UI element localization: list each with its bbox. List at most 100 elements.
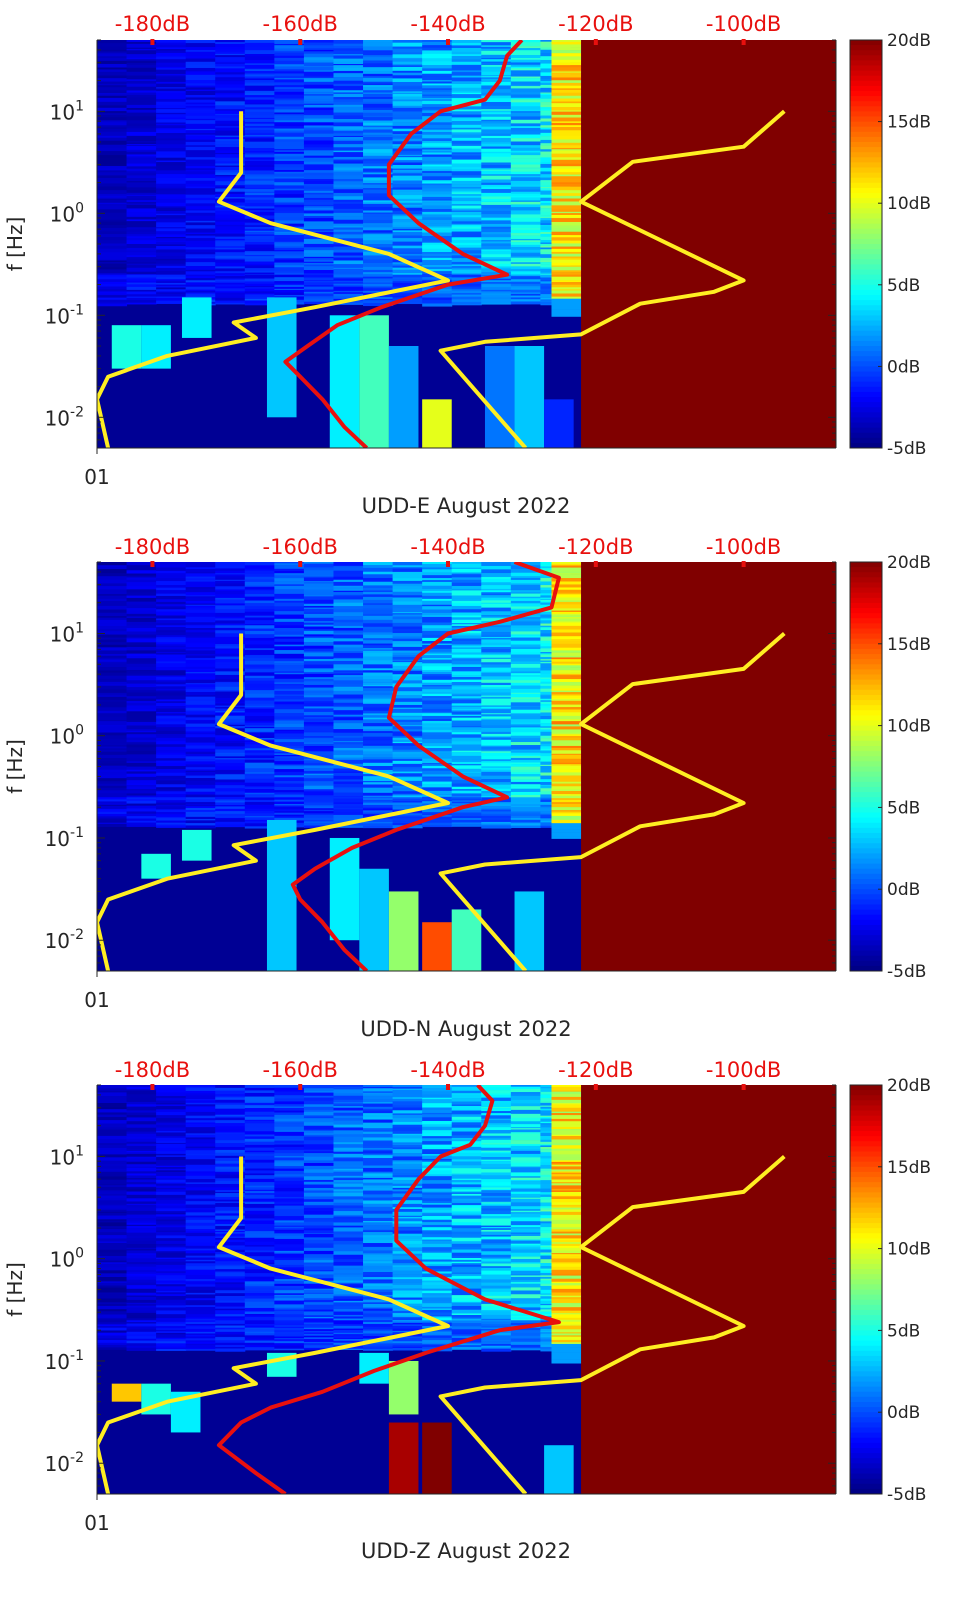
heatmap-cell <box>274 178 305 183</box>
heatmap-cell <box>551 745 582 749</box>
heatmap-cell <box>274 260 305 262</box>
heatmap-cell <box>392 284 423 288</box>
heatmap-cell <box>215 1114 246 1117</box>
heatmap-cell <box>392 657 423 661</box>
heatmap-cell <box>510 279 541 283</box>
heatmap-cell <box>274 262 305 266</box>
heatmap-cell <box>97 1294 128 1299</box>
heatmap-cell <box>451 293 482 295</box>
heatmap-cell <box>274 568 305 572</box>
heatmap-cell <box>215 1242 246 1246</box>
heatmap-cell <box>97 122 128 126</box>
heatmap-cell <box>126 563 157 566</box>
heatmap-cell <box>215 60 246 63</box>
heatmap-cell <box>303 789 334 792</box>
heatmap-cell <box>303 280 334 283</box>
heatmap-cell <box>481 662 512 665</box>
heatmap-cell <box>451 129 482 133</box>
heatmap-cell <box>244 703 275 707</box>
heatmap-cell <box>481 719 512 724</box>
heatmap-cell <box>185 1242 216 1247</box>
heatmap-cell <box>126 221 157 224</box>
heatmap-cell <box>156 579 187 582</box>
heatmap-cell <box>185 85 216 87</box>
heatmap-cell <box>215 1278 246 1281</box>
heatmap-cell <box>422 166 453 170</box>
heatmap-cell <box>303 189 334 192</box>
heatmap-cell <box>97 730 128 733</box>
heatmap-cell <box>215 636 246 641</box>
heatmap-cell <box>244 1209 275 1211</box>
heatmap-cell <box>422 164 453 167</box>
heatmap-cell <box>274 751 305 754</box>
heatmap-cell <box>156 1199 187 1204</box>
heatmap-cell <box>274 1238 305 1242</box>
heatmap-cell <box>363 177 394 181</box>
heatmap-cell <box>274 1298 305 1301</box>
heatmap-cell <box>244 258 275 262</box>
heatmap-cell <box>244 164 275 168</box>
heatmap-cell <box>274 706 305 710</box>
heatmap-cell <box>185 169 216 172</box>
heatmap-cell <box>215 712 246 716</box>
heatmap-cell <box>156 607 187 610</box>
heatmap-cell <box>392 72 423 76</box>
heatmap-cell <box>215 754 246 757</box>
heatmap-cell <box>333 616 364 621</box>
heatmap-cell <box>481 782 512 785</box>
heatmap-cell <box>392 756 423 760</box>
heatmap-cell <box>551 597 582 601</box>
heatmap-cell <box>363 71 394 75</box>
heatmap-cell <box>156 684 187 687</box>
heatmap-cell <box>363 723 394 727</box>
heatmap-cell <box>185 726 216 729</box>
heatmap-cell <box>185 655 216 659</box>
heatmap-cell <box>481 46 512 49</box>
heatmap-cell <box>97 1235 128 1239</box>
heatmap-cell <box>185 1273 216 1276</box>
heatmap-cell <box>215 662 246 665</box>
colorbar-segment <box>850 162 882 168</box>
heatmap-cell <box>303 1144 334 1149</box>
heatmap-cell <box>156 784 187 788</box>
heatmap-cell <box>303 210 334 214</box>
heatmap-cell <box>156 1121 187 1124</box>
heatmap-cell <box>363 206 394 211</box>
heatmap-cell <box>333 229 364 233</box>
heatmap-cell <box>481 696 512 699</box>
heatmap-cell <box>422 56 453 59</box>
heatmap-cell <box>215 240 246 243</box>
heatmap-cell <box>156 207 187 212</box>
heatmap-cell <box>97 160 128 165</box>
heatmap-cell <box>303 817 334 821</box>
heatmap-cell <box>451 699 482 704</box>
heatmap-cell <box>481 752 512 756</box>
heatmap-cell <box>422 682 453 686</box>
heatmap-cell <box>451 603 482 607</box>
y-axis-label: f [Hz] <box>3 739 27 794</box>
heatmap-cell <box>274 1135 305 1140</box>
heatmap-cell <box>333 293 364 297</box>
colorbar-segment <box>850 822 882 829</box>
heatmap-cell <box>126 1150 157 1153</box>
heatmap-cell <box>303 785 334 788</box>
heatmap-cell <box>185 1229 216 1232</box>
heatmap-cell <box>303 1243 334 1247</box>
heatmap-cell <box>156 83 187 88</box>
heatmap-cell <box>303 603 334 607</box>
heatmap-cell <box>126 653 157 657</box>
heatmap-cell <box>185 1212 216 1216</box>
heatmap-cell <box>363 244 394 248</box>
heatmap-cell <box>333 772 364 777</box>
heatmap-cell <box>97 663 128 668</box>
heatmap-cell <box>97 746 128 749</box>
heatmap-cell <box>126 49 157 51</box>
heatmap-cell <box>185 289 216 292</box>
heatmap-cell <box>333 737 364 742</box>
heatmap-cell <box>274 685 305 690</box>
heatmap-cell <box>185 220 216 223</box>
heatmap-cell <box>481 769 512 773</box>
heatmap-cell <box>392 659 423 662</box>
heatmap-cell <box>274 1218 305 1221</box>
heatmap-cell <box>97 1213 128 1216</box>
